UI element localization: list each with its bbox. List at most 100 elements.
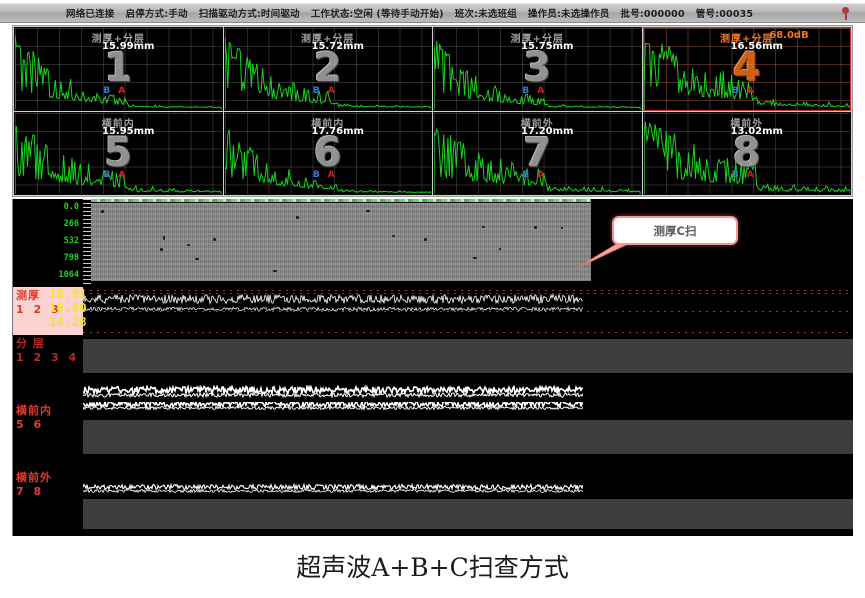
row-outer-name: 横前外	[16, 471, 52, 484]
gate-a-icon: A	[118, 170, 134, 180]
ascan-number-8: 8	[732, 129, 761, 176]
gate-b-icon: B	[103, 170, 119, 180]
cscan-defect-speck	[473, 256, 477, 260]
ascan-title-6: 横前内	[311, 118, 345, 130]
cscan-axis: 0.0 266 532 798 1064	[13, 199, 83, 287]
cscan-defect-speck	[499, 248, 501, 250]
cscan-defect-speck	[534, 225, 537, 229]
status-work-state: 工作状态:空闲 (等待手动开始)	[310, 9, 444, 20]
thickness-trace-lines	[83, 293, 583, 312]
ascan-panel-7[interactable]: 横前外 17.20mm 7 BA	[433, 111, 642, 195]
row-outer-trace	[83, 469, 853, 536]
status-bar: 网络已连接 启停方式:手动 扫描驱动方式:时间驱动 工作状态:空闲 (等待手动开…	[0, 3, 865, 23]
ascan-gate-markers-1: BA	[15, 86, 222, 96]
gate-a-icon: A	[118, 85, 134, 96]
ascan-panel-8[interactable]: 横前外 13.02mm 8 BA	[642, 111, 851, 195]
ascan-gate-markers-4: BA	[644, 86, 851, 96]
ascan-waveform-7	[434, 126, 641, 194]
ascan-title-8: 横前外	[730, 118, 764, 130]
row-layer-name: 分 层	[16, 337, 45, 350]
ascan-panel-5[interactable]: 横前内 15.95mm 5 BA	[14, 111, 223, 195]
row-thickness-name: 测厚	[16, 289, 40, 302]
row-layer: 分 层 1 2 3 4	[12, 335, 853, 402]
status-bar-items: 网络已连接 启停方式:手动 扫描驱动方式:时间驱动 工作状态:空闲 (等待手动开…	[66, 6, 753, 20]
ascan-waveform-5	[15, 125, 222, 194]
layer-trace-lines	[83, 385, 583, 399]
status-network: 网络已连接	[66, 9, 115, 20]
ascan-value-8: 13.02mm	[730, 125, 783, 137]
cscan-axis-label-2: 532	[63, 236, 79, 246]
ascan-gate-markers-6: BA	[225, 170, 432, 180]
gate-b-icon: B	[103, 85, 119, 96]
cscan-callout-label: 测厚C扫	[653, 223, 697, 238]
ascan-value-1: 15.99mm	[102, 41, 155, 52]
cscan-axis-label-3: 798	[63, 253, 79, 263]
gate-b-icon: B	[522, 85, 538, 96]
gate-a-icon: A	[537, 85, 553, 96]
row-inner-name: 横前内	[16, 404, 52, 417]
cscan-ruler	[83, 199, 91, 287]
ascan-panel-2[interactable]: 测厚+分层 15.72mm 2 BA	[223, 27, 432, 111]
cscan-defect-speck	[391, 234, 396, 238]
thickness-value-1: 18.91	[49, 286, 87, 301]
ascan-panel-1[interactable]: 测厚+分层 15.99mm 1 BA	[14, 27, 223, 111]
ascan-number-3: 3	[523, 45, 552, 91]
cscan-defect-speck	[560, 227, 564, 229]
ascan-panel-grid: 测厚+分层 15.99mm 1 BA 测厚+分层 15.72mm 2 BA 测厚+分层 15.75…	[12, 25, 853, 197]
ascan-panel-6[interactable]: 横前内 17.76mm 6 BA	[223, 111, 432, 195]
outer-trace-lines	[83, 483, 583, 494]
row-inner-label: 横前内 5 6	[13, 402, 83, 469]
cscan-block: 0.0 266 532 798 1064	[12, 199, 853, 287]
cscan-defect-speck	[481, 226, 485, 229]
row-thickness-trace	[83, 287, 853, 335]
cscan-defect-speck	[272, 269, 277, 273]
thickness-gridline-0	[83, 290, 853, 291]
gate-b-icon: B	[731, 85, 747, 96]
ascan-gate-markers-7: BA	[434, 170, 641, 180]
status-pipe-no: 管号:00035	[695, 9, 754, 20]
pin-icon[interactable]	[842, 7, 849, 20]
cscan-defect-speck	[366, 210, 371, 213]
row-outer-index: 7 8	[16, 484, 45, 498]
ascan-number-6: 6	[313, 129, 342, 176]
gate-a-icon: A	[327, 170, 343, 180]
thickness-value-3: 14.28	[49, 314, 87, 329]
row-outer: 横前外 7 8	[12, 469, 853, 536]
ascan-waveform-2	[224, 37, 431, 110]
status-scan-drive-mode: 扫描驱动方式:时间驱动	[198, 9, 300, 20]
ascan-number-4: 4	[732, 45, 761, 91]
row-thickness: 测厚 1 2 3 18.91 16.00 14.28	[12, 287, 853, 335]
row-inner: 横前内 5 6	[12, 402, 853, 469]
cscan-axis-label-4: 1064	[58, 270, 79, 280]
gate-b-icon: B	[312, 85, 328, 96]
gate-a-icon: A	[746, 85, 762, 96]
cscan-callout: 测厚C扫	[612, 216, 738, 245]
ascan-panel-4[interactable]: 测厚+分层 68.0dB 16.56mm 4 BA	[642, 27, 851, 111]
ascan-gain-4: 68.0dB	[769, 30, 809, 41]
ascan-value-3: 15.75mm	[521, 41, 574, 52]
cscan-axis-label-0: 0.0	[63, 202, 79, 212]
ascan-title-3: 测厚+分层	[510, 34, 564, 45]
row-thickness-values: 18.91 16.00 14.28	[49, 287, 87, 329]
status-start-mode: 启停方式:手动	[125, 9, 188, 20]
ascan-grid-5	[15, 112, 222, 194]
ascan-value-2: 15.72mm	[311, 41, 364, 52]
ascan-waveform-3	[434, 40, 641, 110]
ascan-title-7: 横前外	[520, 118, 554, 130]
ascan-value-7: 17.20mm	[521, 125, 574, 137]
ascan-value-5: 15.95mm	[102, 125, 155, 137]
row-thickness-label: 测厚 1 2 3	[13, 287, 83, 335]
ascan-number-2: 2	[313, 45, 342, 91]
ascan-value-6: 17.76mm	[311, 125, 364, 137]
gate-a-icon: A	[537, 170, 553, 180]
ascan-title-1: 测厚+分层	[91, 34, 145, 45]
gate-b-icon: B	[312, 170, 328, 180]
ascan-number-7: 7	[523, 129, 552, 176]
ascan-waveform-4	[643, 42, 850, 110]
cscan-defect-speck	[423, 238, 428, 241]
cscan-defect-speck	[186, 243, 191, 247]
thickness-value-2: 16.00	[49, 300, 87, 315]
row-layer-label: 分 层 1 2 3 4	[13, 335, 83, 402]
gate-a-icon: A	[327, 85, 343, 96]
ascan-panel-3[interactable]: 测厚+分层 15.75mm 3 BA	[433, 27, 642, 111]
